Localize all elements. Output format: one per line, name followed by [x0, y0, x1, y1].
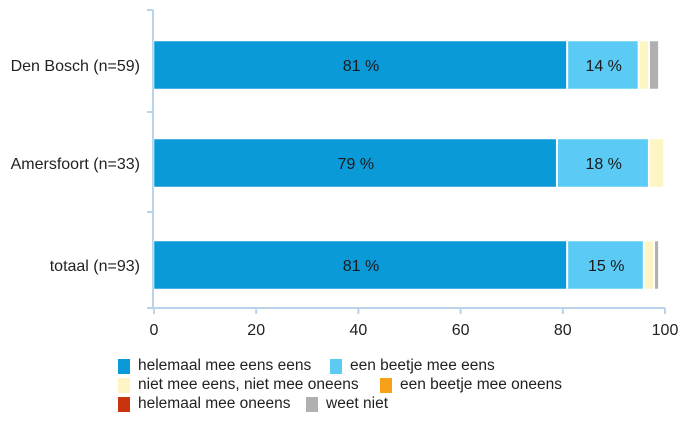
stacked-bar-chart: 0 20 40 60 80 100 Den Bosch (n=59) Amersfoort (…	[11, 9, 679, 339]
bar-segment	[153, 138, 557, 188]
bar-segment	[649, 138, 664, 188]
category-label: Amersfoort (n=33)	[11, 156, 140, 173]
chart-svg: 0 20 40 60 80 100 Den Bosch (n=59) Amersfoort (…	[11, 9, 679, 339]
x-tick-label: 80	[554, 322, 572, 339]
legend-swatch	[306, 397, 318, 412]
bar-segment	[567, 240, 644, 290]
legend-label: weet niet	[326, 395, 389, 412]
bar-segment	[153, 40, 567, 90]
category-label: totaal (n=93)	[50, 258, 140, 275]
data-label: 18 %	[585, 156, 621, 173]
category-label: Den Bosch (n=59)	[11, 58, 140, 75]
legend-row-1: helemaal mee eens eens een beetje mee ee…	[118, 357, 678, 376]
legend-label: helemaal mee eens eens	[138, 357, 312, 374]
legend-label: een beetje mee oneens	[400, 376, 563, 393]
data-label: 81 %	[343, 58, 379, 75]
legend-swatch	[118, 397, 130, 412]
chart-legend: helemaal mee eens eens een beetje mee ee…	[118, 357, 678, 414]
data-label: 81 %	[343, 258, 379, 275]
bar-segment	[649, 40, 659, 90]
bar-segment	[153, 240, 567, 290]
legend-row-3: helemaal mee oneens weet niet	[118, 395, 678, 414]
x-tick-label: 100	[652, 322, 679, 339]
data-label: 79 %	[338, 156, 374, 173]
bar-segment	[567, 40, 639, 90]
legend-row-2: niet mee eens, niet mee oneens een beetj…	[118, 376, 678, 395]
legend-swatch	[118, 359, 130, 374]
legend-swatch	[380, 378, 392, 393]
data-label: 14 %	[585, 58, 621, 75]
data-label: 15 %	[588, 258, 624, 275]
legend-label: een beetje mee eens	[350, 357, 495, 374]
bar-segment	[654, 240, 659, 290]
x-tick-label: 40	[350, 322, 368, 339]
legend-swatch	[118, 378, 130, 393]
x-tick-label: 20	[247, 322, 265, 339]
bar-segment	[557, 138, 649, 188]
bar-segment	[639, 40, 649, 90]
legend-label: helemaal mee oneens	[138, 395, 291, 412]
legend-label: niet mee eens, niet mee oneens	[138, 376, 359, 393]
bar-segment	[644, 240, 654, 290]
legend-swatch	[330, 359, 342, 374]
x-tick-label: 60	[452, 322, 470, 339]
x-tick-label: 0	[150, 322, 159, 339]
